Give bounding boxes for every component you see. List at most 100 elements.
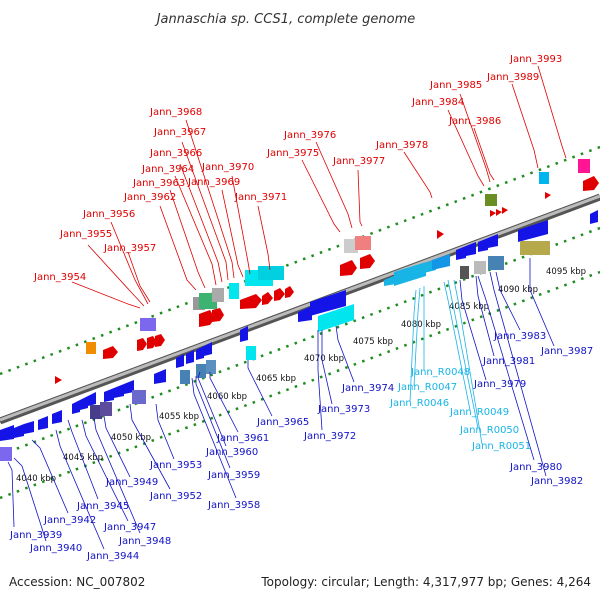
rna-gene-labels: Jann_R0046 Jann_R0047 Jann_R0048 Jann_R0… (389, 367, 531, 452)
gene-label: Jann_R0048 (410, 367, 470, 378)
kbp-scale: 4040 kbp 4045 kbp 4050 kbp 4055 kbp 4060… (16, 267, 586, 484)
gene-arrow-forward (360, 254, 375, 269)
gene-arrow-reverse (114, 384, 124, 398)
gene-box-cyan (246, 346, 256, 360)
gene-label: Jann_R0047 (397, 382, 457, 393)
leader-line (495, 271, 521, 331)
gene-arrow-forward (274, 288, 285, 301)
gene-label: Jann_3977 (332, 156, 385, 167)
rna-leader-lines (409, 279, 483, 445)
gene-label: Jann_R0051 (471, 441, 531, 452)
leader-line (7, 461, 15, 528)
leader-line (447, 279, 479, 429)
gene-arrow-reverse (204, 342, 212, 356)
leader-line (93, 417, 141, 534)
gene-arrow-forward (147, 336, 157, 349)
gene-label: Jann_3975 (266, 148, 319, 159)
leader-line (185, 119, 235, 279)
leader-line (87, 244, 145, 307)
leader-line (103, 415, 131, 478)
gene-box-slate (132, 390, 146, 404)
gene-arrow-forward (103, 346, 118, 359)
gene-arrow-forward (137, 338, 147, 351)
leader-line (197, 371, 227, 447)
gene-box-cyan (229, 283, 239, 299)
gene-label: Jann_3939 (9, 530, 62, 541)
gene-arrow-reverse (456, 246, 466, 260)
leader-line (191, 377, 237, 499)
leader-line (13, 457, 47, 542)
gene-label: Jann_3940 (29, 543, 82, 554)
leader-line (489, 271, 547, 477)
kbp-label: 4060 kbp (207, 392, 247, 402)
leader-line (129, 403, 171, 490)
gene-arrow-reverse (104, 388, 114, 402)
gene-arrow-reverse (298, 306, 312, 322)
leader-line (209, 372, 239, 433)
gene-box-steel (180, 370, 190, 384)
gene-arrow-forward (285, 286, 294, 298)
gene-label: Jann_3955 (59, 229, 112, 240)
gene-label: Jann_3959 (207, 470, 260, 481)
gene-label: Jann_3960 (205, 447, 258, 458)
leader-line (81, 419, 129, 522)
gene-box-magenta (578, 159, 590, 173)
leader-line (31, 439, 69, 514)
kbp-label: 4075 kbp (353, 337, 393, 347)
leader-line (409, 289, 417, 403)
gene-label: Jann_3965 (256, 417, 309, 428)
leader-line (221, 189, 244, 278)
gene-label: Jann_3953 (149, 460, 202, 471)
gene-arrow-forward (262, 292, 273, 305)
leader-line (179, 163, 223, 283)
gene-label: Jann_3966 (149, 148, 202, 159)
leader-line (317, 330, 323, 431)
gene-arrow-reverse (310, 290, 346, 316)
kbp-label: 4090 kbp (498, 285, 538, 295)
leader-line (67, 419, 99, 500)
gene-label: Jann_3962 (123, 192, 176, 203)
leader-line (403, 151, 433, 199)
bottom-leader-lines (7, 258, 555, 550)
gene-label: Jann_3971 (234, 192, 287, 203)
gene-arrow-forward (583, 176, 599, 191)
gene-label: Jann_R0046 (389, 398, 449, 409)
kbp-label: 4045 kbp (63, 453, 103, 463)
gene-label: Jann_3967 (153, 127, 206, 138)
gene-label: Jann_3984 (411, 97, 464, 108)
leader-line (247, 360, 273, 417)
gene-arrow-reverse (72, 400, 80, 414)
gene-arrow-reverse (186, 350, 194, 364)
gene-label: Jann_3969 (187, 177, 240, 188)
kbp-label: 4085 kbp (449, 302, 489, 312)
gene-box-pink (355, 236, 371, 250)
leader-line (315, 141, 353, 229)
gene-box-steel (196, 364, 206, 378)
leader-line (511, 83, 539, 169)
gene-arrow-forward (212, 308, 224, 322)
gene-arrow-reverse (410, 262, 428, 276)
kbp-label: 4095 kbp (546, 267, 586, 277)
gene-box-steel (488, 256, 504, 270)
gene-arrow-reverse (240, 326, 248, 342)
gene-arrow-reverse (124, 380, 134, 394)
gene-box-cyan (539, 172, 549, 184)
gene-label: Jann_3982 (530, 476, 583, 487)
leader-line (529, 258, 555, 347)
leader-line (413, 287, 421, 387)
gene-box-steel (206, 360, 216, 374)
gene-label: Jann_3972 (303, 431, 356, 442)
leader-line (159, 205, 197, 291)
gene-label: Jann_3987 (540, 346, 593, 357)
top-gene-labels: Jann_3954 Jann_3955 Jann_3956 Jann_3957 … (33, 54, 562, 283)
gene-label: Jann_3945 (76, 501, 129, 512)
kbp-label: 4080 kbp (401, 320, 441, 330)
gene-label: Jann_3956 (82, 209, 135, 220)
leader-line (443, 281, 471, 411)
gene-label: Jann_3944 (86, 551, 139, 562)
bottom-gene-labels: Jann_3939 Jann_3940 Jann_3942 Jann_3944 … (9, 331, 593, 562)
genome-backbone-highlight (0, 194, 600, 422)
leader-line (477, 275, 535, 461)
gene-box-orange (86, 342, 96, 354)
